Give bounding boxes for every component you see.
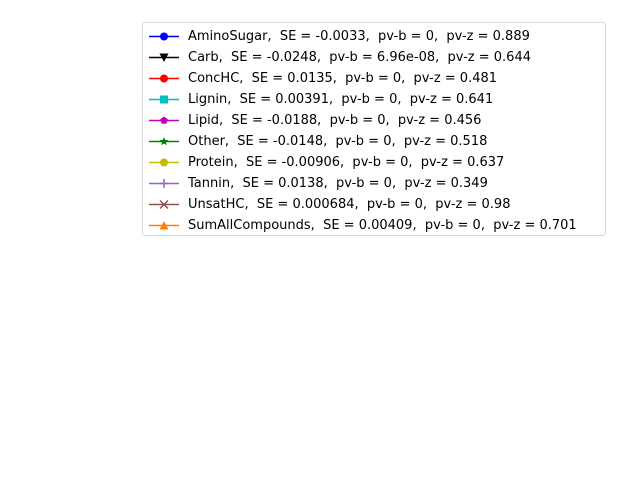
legend-swatch [149,137,179,146]
legend-swatch [149,74,179,83]
legend-entry: Protein, SE = -0.00906, pv-b = 0, pv-z =… [143,152,605,173]
legend-label: UnsatHC, SE = 0.000684, pv-b = 0, pv-z =… [188,197,511,212]
legend-swatch [149,116,179,124]
legend-label: Carb, SE = -0.0248, pv-b = 6.96e-08, pv-… [188,50,531,65]
legend-marker [159,199,169,210]
legend-entry: Lignin, SE = 0.00391, pv-b = 0, pv-z = 0… [143,89,605,110]
legend-marker [160,74,168,83]
legend-label: AminoSugar, SE = -0.0033, pv-b = 0, pv-z… [188,29,530,44]
legend-entry: UnsatHC, SE = 0.000684, pv-b = 0, pv-z =… [143,194,605,215]
legend-swatch [149,95,179,104]
legend-marker [159,53,169,62]
legend-label: Other, SE = -0.0148, pv-b = 0, pv-z = 0.… [188,134,488,149]
legend-marker [159,221,169,230]
legend-label: Tannin, SE = 0.0138, pv-b = 0, pv-z = 0.… [188,176,488,191]
legend-marker [160,116,168,124]
legend-marker [160,95,168,104]
legend-entry: Tannin, SE = 0.0138, pv-b = 0, pv-z = 0.… [143,173,605,194]
legend-label: Lipid, SE = -0.0188, pv-b = 0, pv-z = 0.… [188,113,482,128]
legend-swatch [149,53,179,62]
legend-entry: ConcHC, SE = 0.0135, pv-b = 0, pv-z = 0.… [143,68,605,89]
legend-label: Lignin, SE = 0.00391, pv-b = 0, pv-z = 0… [188,92,494,107]
legend-label: ConcHC, SE = 0.0135, pv-b = 0, pv-z = 0.… [188,71,498,86]
legend-marker [159,137,169,146]
legend-label: Protein, SE = -0.00906, pv-b = 0, pv-z =… [188,155,505,170]
legend-label: SumAllCompounds, SE = 0.00409, pv-b = 0,… [188,218,577,233]
legend-swatch [149,221,179,230]
legend-marker [160,32,168,41]
legend-marker [160,158,168,167]
legend-entry: Carb, SE = -0.0248, pv-b = 6.96e-08, pv-… [143,47,605,68]
legend-swatch [149,158,179,167]
legend-entry: Lipid, SE = -0.0188, pv-b = 0, pv-z = 0.… [143,110,605,131]
legend-swatch [149,32,179,41]
legend-swatch [149,179,179,188]
legend-marker [159,179,169,188]
chart-legend: AminoSugar, SE = -0.0033, pv-b = 0, pv-z… [142,22,606,236]
legend-entry: Other, SE = -0.0148, pv-b = 0, pv-z = 0.… [143,131,605,152]
legend-swatch [149,199,179,210]
legend-entry: AminoSugar, SE = -0.0033, pv-b = 0, pv-z… [143,26,605,47]
legend-entry: SumAllCompounds, SE = 0.00409, pv-b = 0,… [143,215,605,236]
